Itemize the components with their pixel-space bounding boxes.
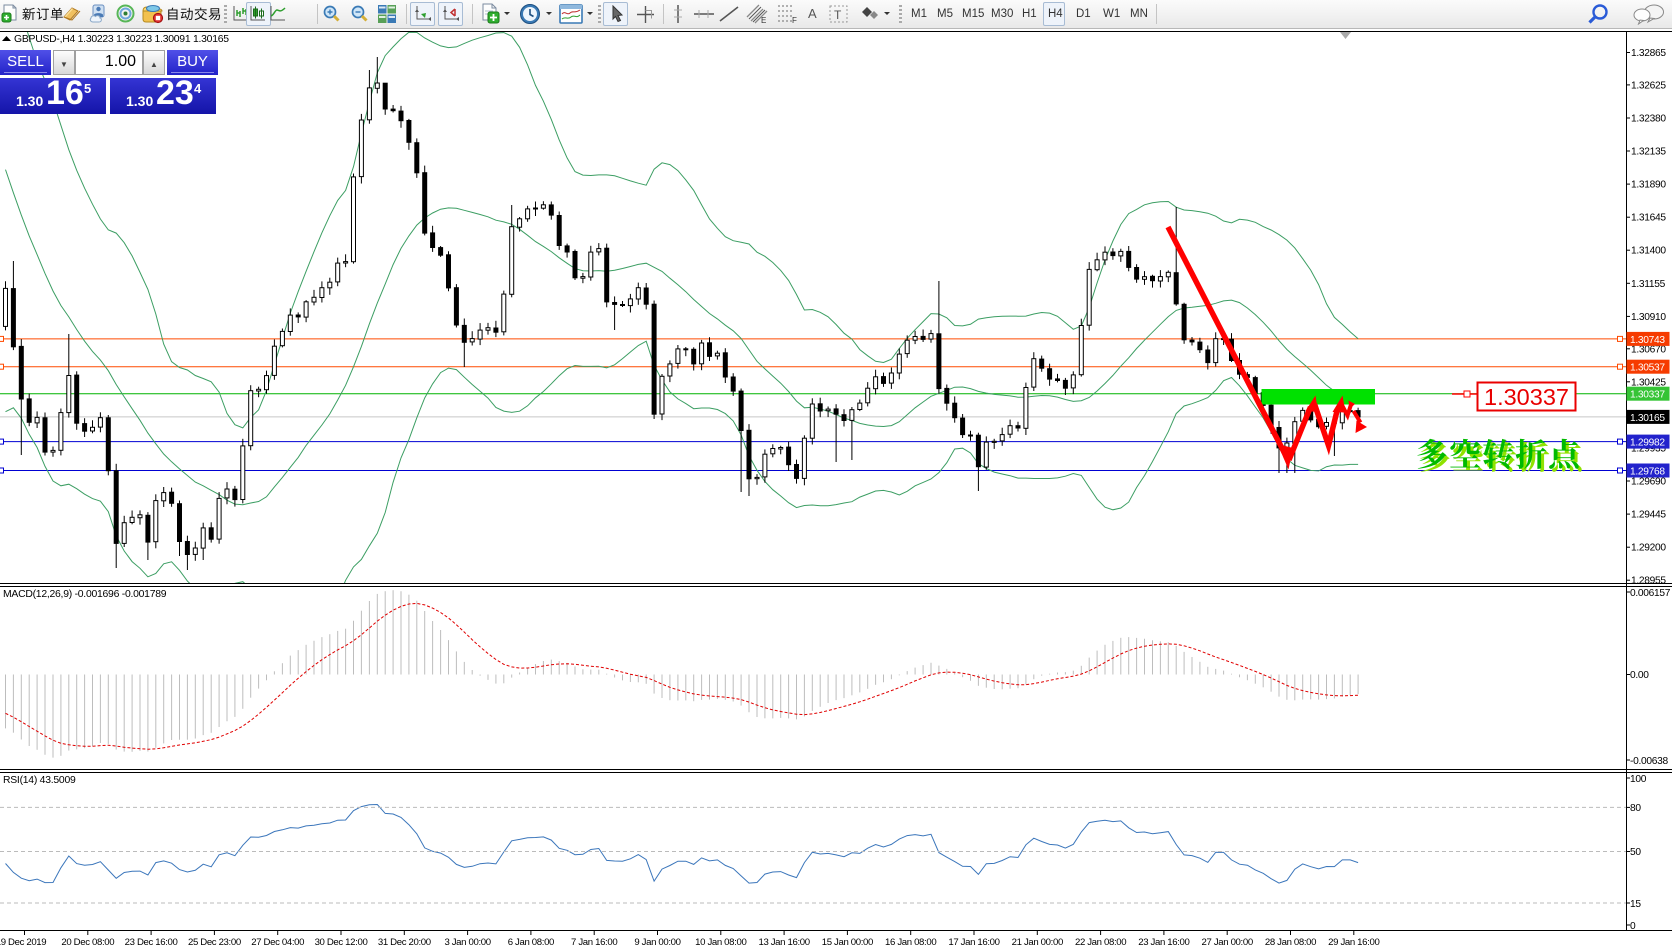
svg-text:1.28955: 1.28955 — [1631, 576, 1666, 587]
svg-text:21 Jan 00:00: 21 Jan 00:00 — [1012, 937, 1063, 948]
svg-text:1.30165: 1.30165 — [1630, 413, 1665, 424]
svg-text:GBPUSD-,H4 1.30223 1.30223 1.: GBPUSD-,H4 1.30223 1.30223 1.30091 1.301… — [14, 34, 229, 45]
svg-text:0.006157: 0.006157 — [1630, 588, 1671, 599]
svg-text:-0.00638: -0.00638 — [1630, 756, 1668, 767]
svg-text:28 Jan 08:00: 28 Jan 08:00 — [1265, 937, 1316, 948]
svg-text:1.29935: 1.29935 — [1631, 444, 1666, 455]
svg-text:1.29690: 1.29690 — [1631, 477, 1666, 488]
svg-text:13 Jan 16:00: 13 Jan 16:00 — [758, 937, 809, 948]
svg-text:MACD(12,26,9) -0.001696 -0.001: MACD(12,26,9) -0.001696 -0.001789 — [3, 589, 167, 600]
svg-text:27 Jan 00:00: 27 Jan 00:00 — [1202, 937, 1253, 948]
svg-text:1.32135: 1.32135 — [1631, 147, 1666, 158]
svg-text:9 Jan 00:00: 9 Jan 00:00 — [634, 937, 680, 948]
svg-text:1.31890: 1.31890 — [1631, 180, 1666, 191]
svg-text:1.29200: 1.29200 — [1631, 543, 1666, 554]
svg-text:T: T — [834, 8, 842, 22]
svg-text:E: E — [761, 16, 766, 24]
svg-text:1.31645: 1.31645 — [1631, 213, 1666, 224]
svg-text:7 Jan 16:00: 7 Jan 16:00 — [571, 937, 617, 948]
svg-text:15: 15 — [1630, 899, 1641, 910]
svg-text:1.30743: 1.30743 — [1630, 335, 1665, 346]
svg-text:1.30425: 1.30425 — [1631, 377, 1666, 388]
svg-text:1.32625: 1.32625 — [1631, 80, 1666, 91]
svg-text:1.30337: 1.30337 — [1630, 390, 1665, 401]
svg-text:23 Dec 16:00: 23 Dec 16:00 — [125, 937, 178, 948]
svg-text:1.30537: 1.30537 — [1630, 363, 1665, 374]
svg-text:RSI(14) 43.5009: RSI(14) 43.5009 — [3, 775, 76, 786]
svg-text:15 Jan 00:00: 15 Jan 00:00 — [822, 937, 873, 948]
svg-text:10 Jan 08:00: 10 Jan 08:00 — [695, 937, 746, 948]
svg-text:1.29982: 1.29982 — [1630, 438, 1665, 449]
svg-text:100: 100 — [1630, 774, 1647, 785]
svg-text:1.30337: 1.30337 — [1484, 384, 1569, 410]
svg-text:50: 50 — [1630, 847, 1641, 858]
svg-text:1.32380: 1.32380 — [1631, 114, 1666, 125]
svg-text:23 Jan 16:00: 23 Jan 16:00 — [1138, 937, 1189, 948]
svg-text:16 Jan 08:00: 16 Jan 08:00 — [885, 937, 936, 948]
svg-text:20 Dec 08:00: 20 Dec 08:00 — [61, 937, 114, 948]
svg-text:1.31400: 1.31400 — [1631, 246, 1666, 257]
svg-text:27 Dec 04:00: 27 Dec 04:00 — [251, 937, 304, 948]
svg-text:80: 80 — [1630, 803, 1641, 814]
svg-text:0.00: 0.00 — [1630, 670, 1649, 681]
svg-text:1.30910: 1.30910 — [1631, 312, 1666, 323]
svg-text:1.32865: 1.32865 — [1631, 48, 1666, 59]
svg-text:3 Jan 00:00: 3 Jan 00:00 — [444, 937, 490, 948]
svg-text:22 Jan 08:00: 22 Jan 08:00 — [1075, 937, 1126, 948]
svg-text:30 Dec 12:00: 30 Dec 12:00 — [315, 937, 368, 948]
svg-text:29 Jan 16:00: 29 Jan 16:00 — [1328, 937, 1379, 948]
svg-text:F: F — [792, 16, 797, 24]
svg-text:19 Dec 2019: 19 Dec 2019 — [0, 937, 46, 948]
svg-text:6 Jan 08:00: 6 Jan 08:00 — [508, 937, 554, 948]
svg-text:17 Jan 16:00: 17 Jan 16:00 — [948, 937, 999, 948]
svg-text:1.29445: 1.29445 — [1631, 510, 1666, 521]
svg-text:1.29768: 1.29768 — [1630, 467, 1665, 478]
svg-text:25 Dec 23:00: 25 Dec 23:00 — [188, 937, 241, 948]
svg-text:0: 0 — [1630, 921, 1636, 932]
svg-text:1.30670: 1.30670 — [1631, 344, 1666, 355]
svg-text:1.31155: 1.31155 — [1631, 279, 1666, 290]
svg-text:31 Dec 20:00: 31 Dec 20:00 — [378, 937, 431, 948]
